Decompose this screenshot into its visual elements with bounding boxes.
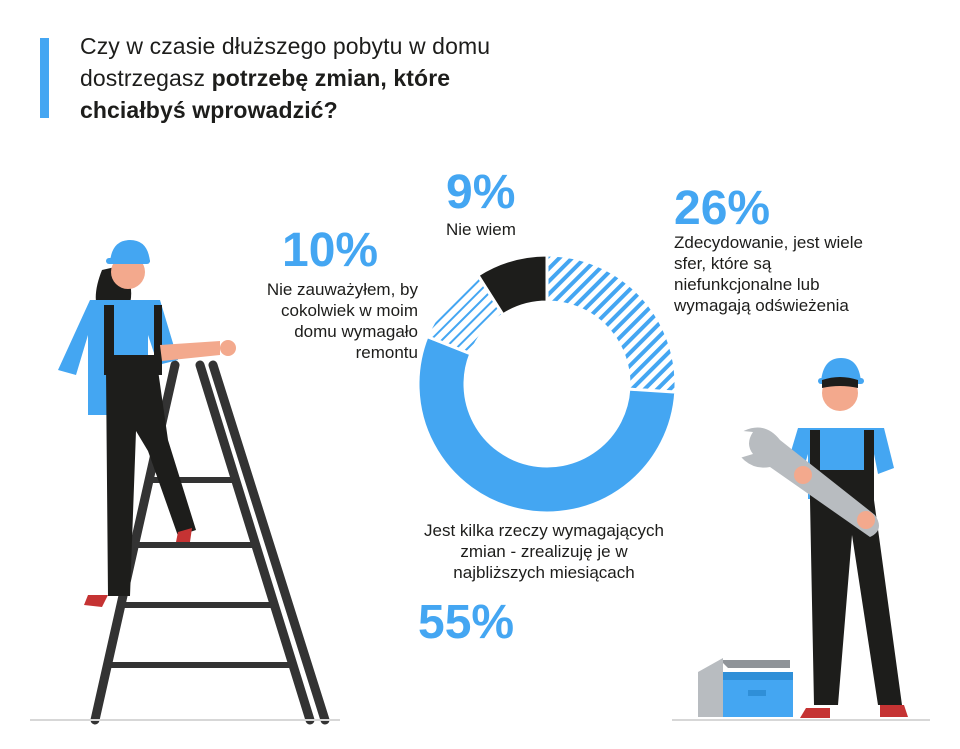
slice-label-10: Nie zauważyłem, by cokolwiek w moim domu… — [266, 280, 418, 362]
slice-label-55: Jest kilka rzeczy wymagających zmian - z… — [424, 521, 664, 582]
title-line-3: chciałbyś wprowadzić? — [80, 97, 338, 123]
worker-woman — [58, 240, 236, 607]
title-line-1: Czy w czasie dłuższego pobytu w domu — [80, 33, 491, 59]
slice-label-26: Zdecydowanie, jest wiele sfer, które są … — [674, 233, 863, 315]
slice-label-9: Nie wiem — [446, 220, 516, 239]
title-line-2: dostrzegasz potrzebę zmian, które — [80, 65, 451, 91]
accent-bar — [40, 38, 49, 118]
pct-label-9: 9% — [446, 166, 516, 219]
toolbox-icon — [698, 658, 793, 717]
donut-slice-9 — [475, 253, 549, 317]
page-title: Czy w czasie dłuższego pobytu w domu dos… — [80, 30, 600, 126]
donut-slice-55 — [416, 334, 678, 515]
pct-label-55: 55% — [418, 596, 515, 649]
pct-label-10: 10% — [282, 224, 379, 277]
donut-slice-26 — [545, 253, 678, 394]
ladder — [90, 360, 330, 725]
donut-chart — [416, 253, 678, 515]
pct-label-26: 26% — [674, 182, 771, 235]
worker-man — [728, 358, 908, 718]
